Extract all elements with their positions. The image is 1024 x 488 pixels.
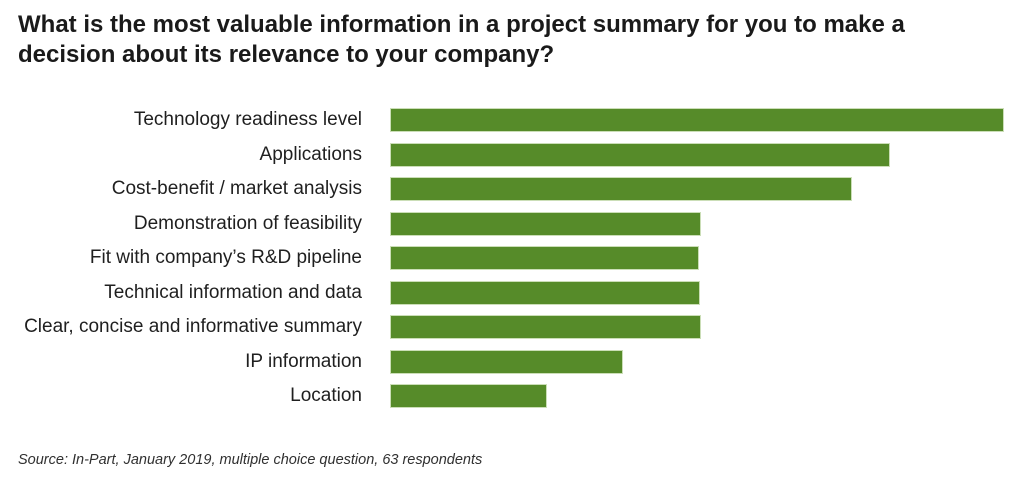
bar (390, 349, 623, 374)
chart-row: Fit with company’s R&D pipeline (0, 246, 1024, 270)
chart-row: Technology readiness level (0, 108, 1024, 132)
category-label: Location (290, 385, 362, 406)
category-label: Applications (259, 143, 362, 165)
bar-track (390, 349, 1024, 374)
bar-track (390, 246, 1024, 270)
chart-row: Location (0, 384, 1024, 408)
bar-track (390, 384, 1024, 408)
source-note: Source: In-Part, January 2019, multiple … (18, 452, 483, 468)
bar (390, 177, 853, 201)
chart-row: Clear, concise and informative summary (0, 315, 1024, 339)
bar (390, 384, 547, 408)
chart-row: IP information (0, 349, 1024, 374)
bar (390, 315, 702, 339)
bar (390, 280, 700, 305)
bar (390, 108, 1004, 132)
chart-row: Demonstration of feasibility (0, 211, 1024, 236)
category-label: Cost-benefit / market analysis (111, 178, 362, 199)
category-label: Fit with company’s R&D pipeline (89, 247, 362, 268)
bar-track (390, 315, 1024, 339)
category-label: Technology readiness level (133, 109, 362, 130)
bar-track (390, 177, 1024, 201)
bar-track (390, 108, 1024, 132)
bar (390, 211, 702, 236)
bar (390, 246, 700, 270)
chart-row: Applications (0, 142, 1024, 167)
category-label: IP information (245, 350, 362, 372)
bar-track (390, 280, 1024, 305)
category-label: Clear, concise and informative summary (24, 316, 362, 337)
chart-row: Technical information and data (0, 280, 1024, 305)
bar-track (390, 211, 1024, 236)
bar (390, 142, 891, 167)
bar-chart: Technology readiness level Applications Co… (0, 108, 1024, 419)
category-label: Technical information and data (104, 281, 362, 303)
category-label: Demonstration of feasibility (133, 212, 362, 234)
chart-title: What is the most valuable information in… (18, 11, 905, 68)
chart-row: Cost-benefit / market analysis (0, 177, 1024, 201)
bar-track (390, 142, 1024, 167)
